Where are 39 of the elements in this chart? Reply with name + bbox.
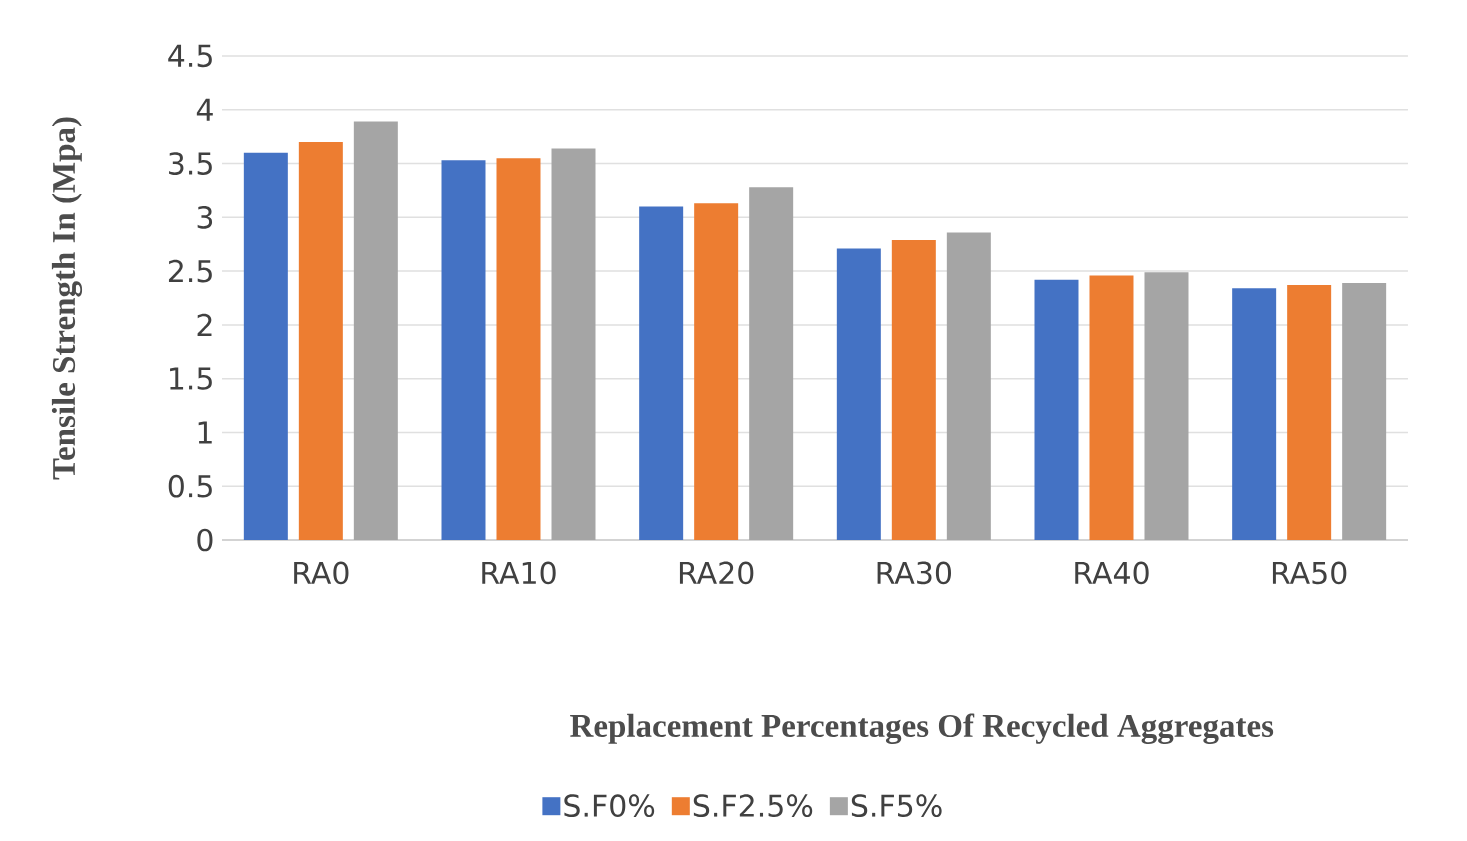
y-tick-label: 1 (198, 421, 212, 444)
x-tick-label: RA10 (482, 561, 556, 585)
y-tick-label: 2 (197, 313, 212, 337)
y-tick-label: 4.5 (168, 44, 212, 68)
y-tick-label: 3 (197, 205, 213, 229)
y-tick-label: 1.5 (170, 367, 212, 390)
legend-label: S.F0% (564, 794, 655, 818)
bar (749, 187, 794, 540)
bar (639, 206, 684, 540)
bar (891, 239, 936, 540)
bar (551, 148, 596, 540)
x-tick-label: RA20 (679, 561, 754, 585)
y-tick-label: 0 (197, 528, 213, 552)
y-axis-title: Tensile Strength In (Mpa) (51, 117, 83, 480)
bar (1144, 272, 1189, 540)
y-tick-label: 0.5 (168, 474, 212, 498)
bar (1034, 279, 1079, 540)
x-tick-label: RA50 (1272, 561, 1347, 585)
bar (496, 158, 541, 540)
y-tick-label: 4 (196, 98, 213, 121)
y-tick-label: 2.5 (168, 259, 212, 283)
legend-label: S.F5% (851, 794, 942, 818)
y-tick-label: 3.5 (169, 152, 212, 175)
bar (1342, 282, 1387, 540)
x-tick-label: RA0 (294, 561, 349, 585)
bar (298, 142, 343, 540)
bar (694, 203, 739, 540)
bar (836, 248, 881, 540)
x-tick-label: RA40 (1075, 561, 1149, 585)
bar (441, 160, 486, 540)
bar (1089, 275, 1134, 540)
bar (353, 121, 398, 540)
bar (243, 152, 288, 540)
x-tick-label: RA30 (877, 561, 952, 585)
bar (1232, 288, 1277, 540)
legend-label: S.F2.5% (693, 794, 813, 818)
bar (946, 232, 991, 540)
x-axis-title: Replacement Percentages Of Recycled Aggregates (570, 713, 1274, 745)
bar (1287, 285, 1332, 540)
